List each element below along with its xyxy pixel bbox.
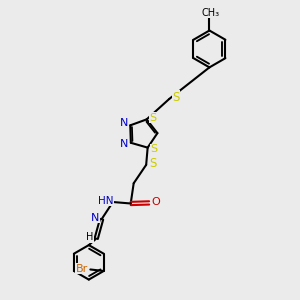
Text: CH₃: CH₃ (202, 8, 220, 18)
Text: N: N (120, 139, 128, 149)
Text: Br: Br (76, 264, 88, 274)
Text: H: H (86, 232, 93, 242)
Text: O: O (151, 197, 160, 207)
Text: N: N (119, 118, 128, 128)
Text: S: S (149, 157, 156, 170)
Text: S: S (172, 91, 179, 104)
Text: S: S (151, 144, 158, 154)
Text: S: S (150, 113, 157, 123)
Text: HN: HN (98, 196, 113, 206)
Text: N: N (91, 213, 99, 223)
